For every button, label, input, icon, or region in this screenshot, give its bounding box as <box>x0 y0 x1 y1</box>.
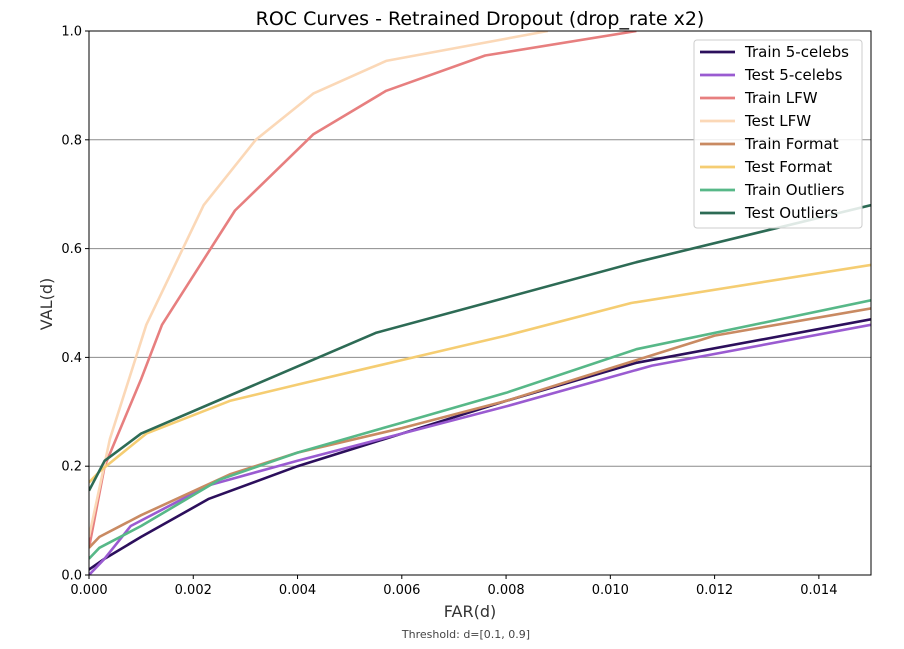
y-tick-label: 0.2 <box>61 460 82 475</box>
x-tick-label: 0.010 <box>592 583 629 598</box>
y-axis-label: VAL(d) <box>37 278 56 330</box>
chart-title: ROC Curves - Retrained Dropout (drop_rat… <box>256 8 705 30</box>
legend-label-train-format: Train Format <box>744 135 839 153</box>
x-tick-label: 0.002 <box>175 583 212 598</box>
x-tick-label: 0.006 <box>383 583 420 598</box>
y-axis-ticks: 0.0 0.2 0.4 0.6 0.8 1.0 <box>61 25 89 584</box>
legend-label-train-5-celebs: Train 5-celebs <box>744 43 849 61</box>
legend-label-test-outliers: Test Outliers <box>744 204 838 222</box>
legend-label-train-outliers: Train Outliers <box>744 181 845 199</box>
x-tick-label: 0.000 <box>70 583 107 598</box>
threshold-footnote: Threshold: d=[0.1, 0.9] <box>401 628 530 641</box>
series-line-test-lfw <box>89 31 549 538</box>
series-line-train-lfw <box>89 31 637 549</box>
x-axis-label: FAR(d) <box>444 602 496 621</box>
y-tick-label: 0.4 <box>61 351 82 366</box>
series-line-test-5-celebs <box>89 323 871 575</box>
series-line-train-5-celebs <box>89 318 871 571</box>
y-tick-label: 0.8 <box>61 133 82 148</box>
legend-box <box>693 39 863 229</box>
series-line-train-format <box>89 307 871 549</box>
legend-label-test-lfw: Test LFW <box>744 112 811 130</box>
plot-frame <box>88 30 872 576</box>
x-tick-label: 0.014 <box>800 583 837 598</box>
y-tick-label: 0.0 <box>61 569 82 584</box>
legend-label-test-format: Test Format <box>744 158 832 176</box>
x-axis-ticks: 0.000 0.002 0.004 0.006 0.008 0.010 0.012 0.014 <box>70 575 837 598</box>
series-line-train-outliers <box>89 299 871 560</box>
legend-label-test-5-celebs: Test 5-celebs <box>744 66 843 84</box>
x-tick-label: 0.004 <box>279 583 316 598</box>
x-tick-label: 0.012 <box>696 583 733 598</box>
y-tick-label: 1.0 <box>61 25 82 40</box>
y-tick-label: 0.6 <box>61 242 82 257</box>
x-tick-label: 0.008 <box>487 583 524 598</box>
legend: Train 5-celebs Test 5-celebs Train LFW Test… <box>693 39 863 229</box>
legend-label-train-lfw: Train LFW <box>744 89 818 107</box>
series-line-test-outliers <box>89 203 871 492</box>
series-line-test-format <box>89 263 871 484</box>
series-lines <box>89 31 871 575</box>
